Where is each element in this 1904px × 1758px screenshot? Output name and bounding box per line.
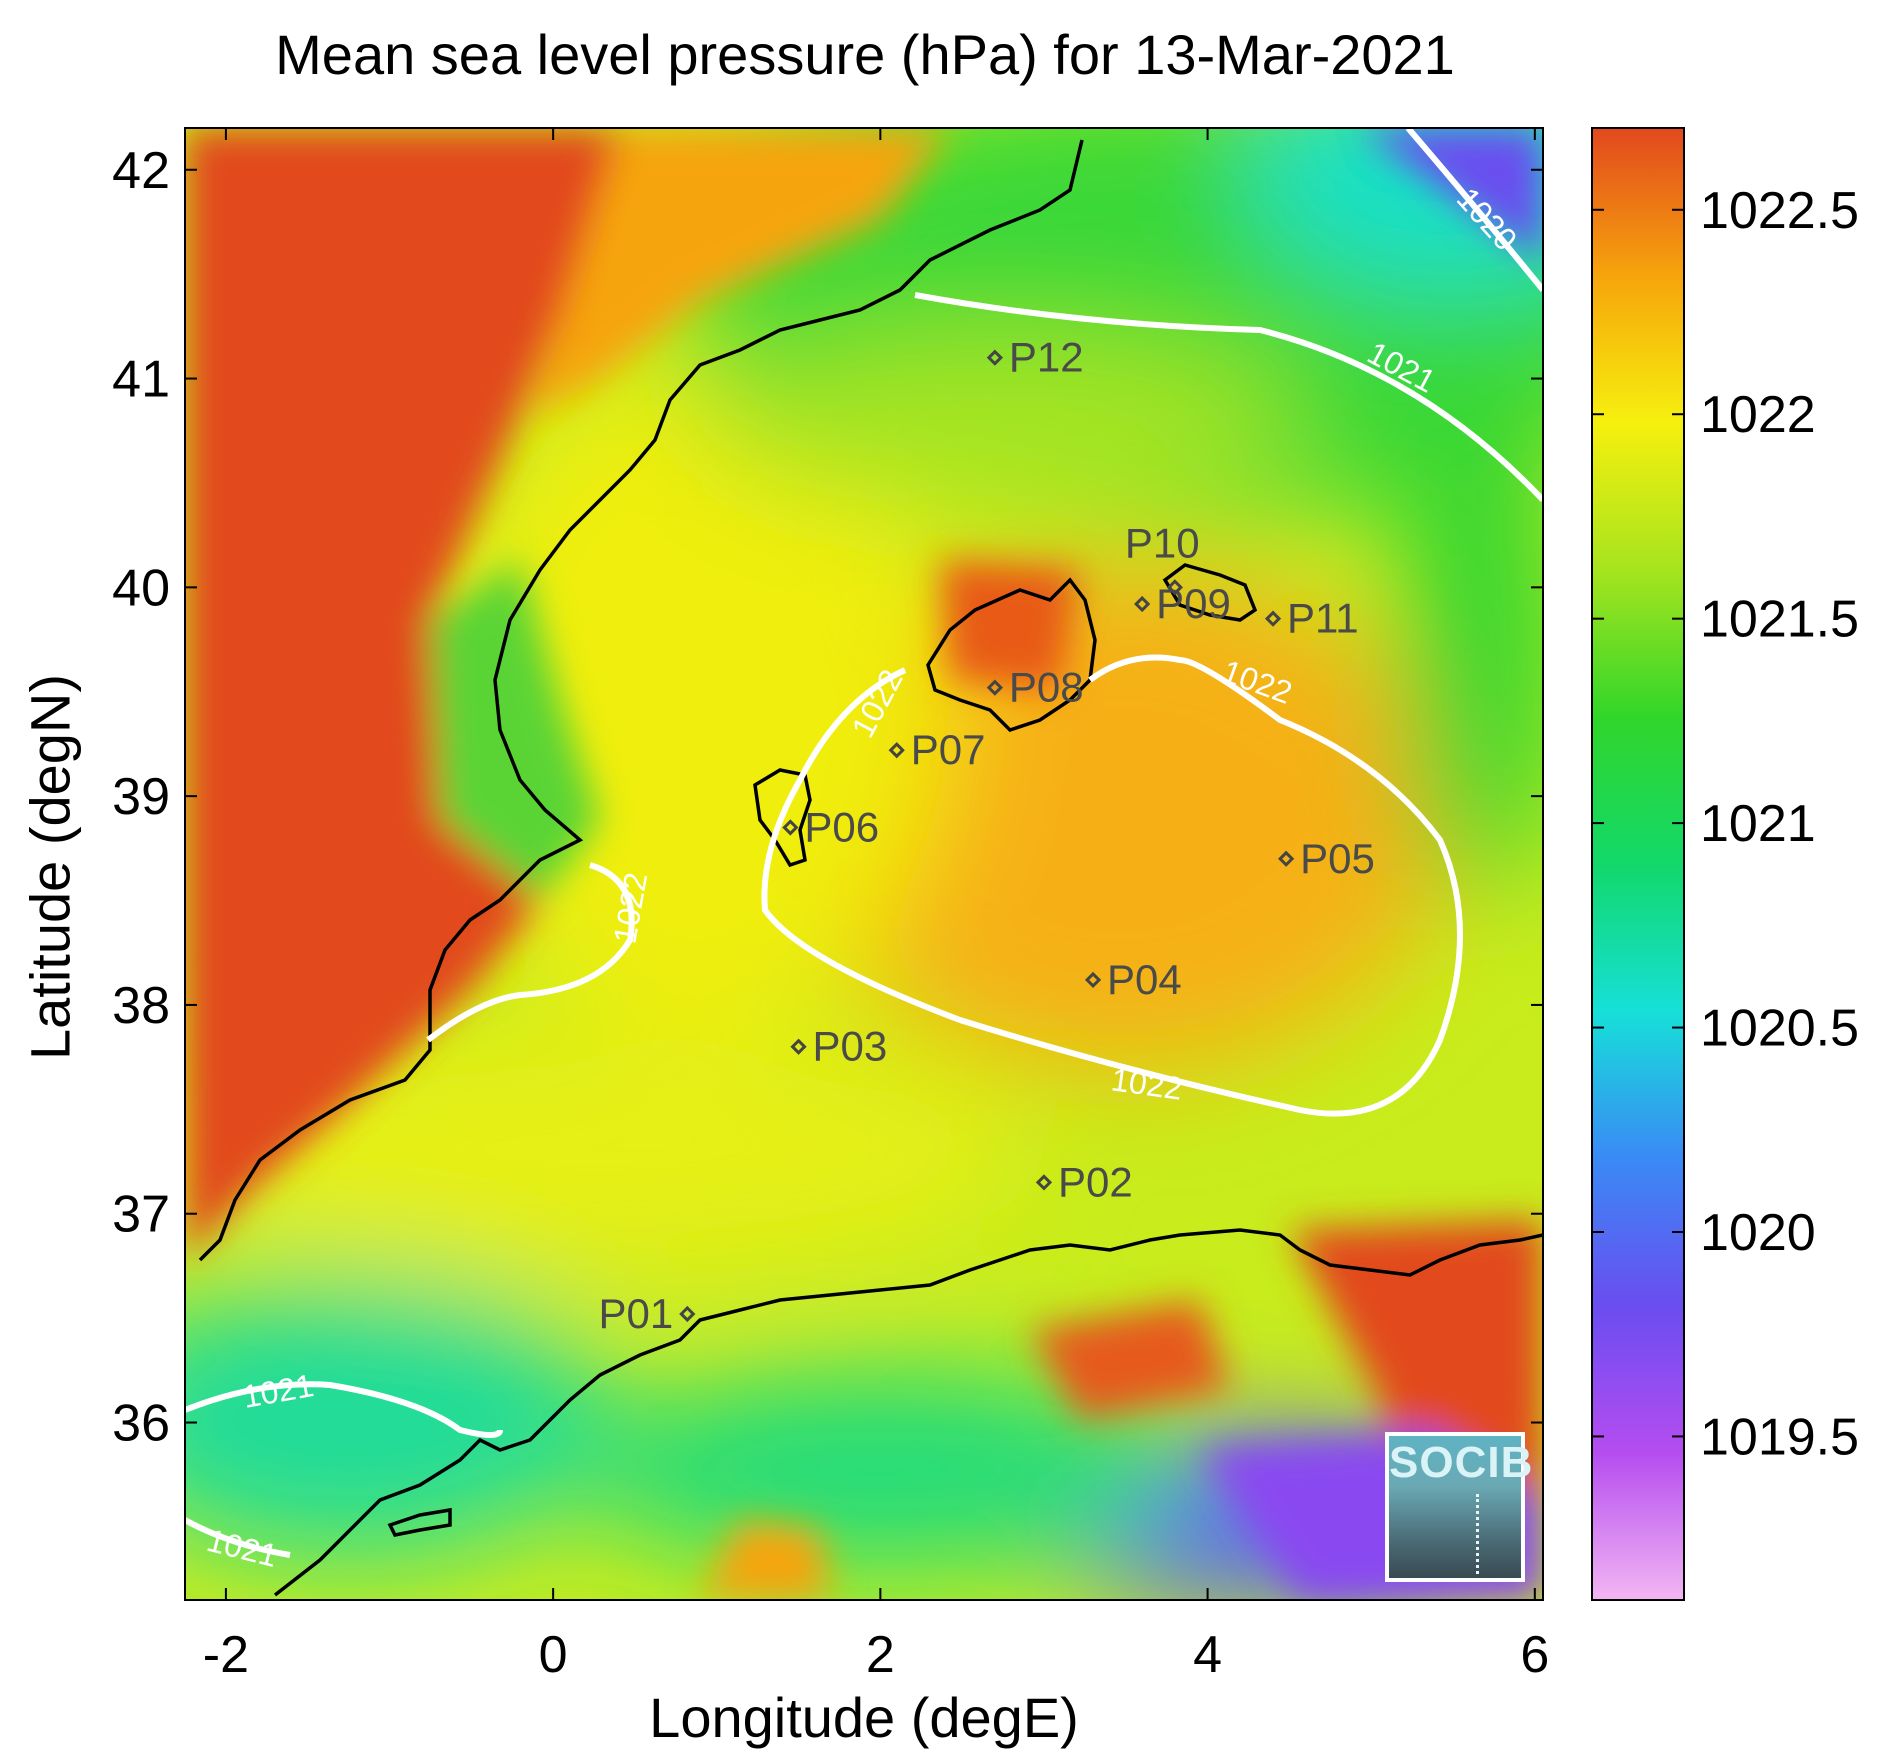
colorbar-tick-label: 1021	[1700, 795, 1816, 853]
colorbar-tick-label: 1022.5	[1700, 182, 1859, 240]
y-tick-label: 37	[112, 1186, 170, 1244]
station-label: P10	[1125, 519, 1200, 566]
x-tick-label: -2	[203, 1626, 249, 1684]
y-tick-label: 38	[112, 977, 170, 1035]
contour-1021-north	[914, 292, 1543, 503]
colorbar-tick-label: 1019.5	[1700, 1408, 1859, 1466]
station-label: P03	[813, 1023, 888, 1070]
y-tick-label: 39	[112, 768, 170, 826]
station-marker	[1084, 971, 1102, 989]
colorbar-tick-label: 1020.5	[1700, 1000, 1859, 1058]
coastlines	[198, 139, 1543, 1597]
station-marker	[888, 742, 905, 759]
y-tick-label: 36	[112, 1395, 170, 1453]
colorbar-ticks: 1019.5 1020 1020.5 1021 1021.5 1022 1022.5	[1592, 182, 1859, 1466]
station-marker	[986, 679, 1004, 696]
station-label: P05	[1300, 835, 1375, 882]
colorbar	[1591, 127, 1685, 1601]
contour-lines	[185, 128, 1543, 1558]
station-label: P08	[1009, 664, 1084, 711]
station-label: P04	[1107, 956, 1182, 1003]
pressure-field	[185, 128, 1543, 1600]
station-marker	[679, 1305, 696, 1323]
colorbar-tick-label: 1020	[1700, 1204, 1816, 1262]
plot-frame	[184, 127, 1544, 1601]
colorbar-tick-label: 1021.5	[1700, 591, 1859, 649]
chart-title: Mean sea level pressure (hPa) for 13-Mar…	[275, 23, 1455, 86]
station-marker	[1134, 595, 1151, 613]
y-tick-label: 42	[112, 142, 170, 200]
station-label: P01	[599, 1290, 674, 1337]
station-label: P12	[1009, 334, 1084, 381]
station-label: P11	[1287, 595, 1359, 642]
y-axis: 36 37 38 39 40 41 42	[112, 142, 1543, 1453]
contour-1021-south-a	[185, 1381, 503, 1438]
contour-1021-south-b	[185, 1517, 291, 1558]
y-axis-label: Latitude (degN)	[18, 673, 82, 1061]
socib-logo: SOCIB	[1385, 1432, 1534, 1582]
x-tick-label: 2	[866, 1626, 895, 1684]
x-axis-label: Longitude (degE)	[649, 1686, 1079, 1749]
x-axis: -2 0 2 4 6	[203, 128, 1549, 1684]
y-tick-label: 41	[112, 351, 170, 409]
y-tick-label: 40	[112, 559, 170, 617]
station-marker	[1264, 610, 1282, 627]
station-marker	[790, 1038, 807, 1055]
contour-1020	[1405, 128, 1543, 292]
station-marker	[986, 349, 1004, 366]
station-marker	[1035, 1174, 1053, 1191]
station-label: P06	[804, 803, 879, 850]
station-marker	[1278, 850, 1295, 867]
station-label: P07	[911, 726, 986, 773]
contour-1022-balearic	[761, 654, 1463, 1117]
colorbar-tick-label: 1022	[1700, 386, 1816, 444]
station-marker	[782, 819, 799, 836]
logo-text: SOCIB	[1389, 1438, 1534, 1487]
contour-1022-iberia	[426, 862, 635, 1043]
station-label: P02	[1058, 1158, 1133, 1205]
x-tick-label: 4	[1193, 1626, 1222, 1684]
x-tick-label: 0	[539, 1626, 568, 1684]
x-tick-label: 6	[1520, 1626, 1549, 1684]
logo-bar	[1476, 1494, 1483, 1574]
station-marker	[1166, 579, 1183, 596]
